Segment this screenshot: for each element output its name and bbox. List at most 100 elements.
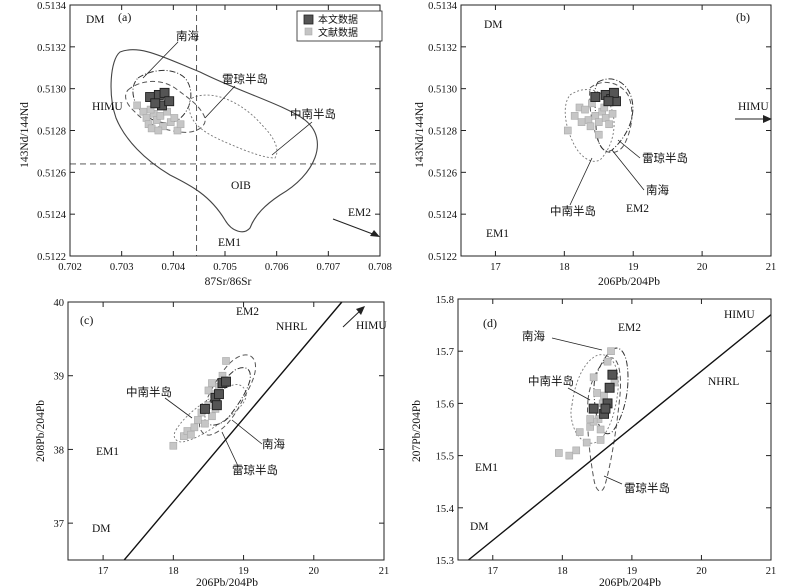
y-tick-label: 15.8 bbox=[436, 295, 454, 306]
leiqiong-field bbox=[199, 354, 257, 436]
y-tick-label: 40 bbox=[54, 298, 65, 309]
x-tick-label: 0.706 bbox=[265, 262, 289, 273]
y-tick-label: 15.5 bbox=[436, 452, 454, 463]
field-label-leiqiong: 雷琼半岛 bbox=[624, 481, 670, 495]
literature-data-point bbox=[204, 386, 213, 395]
this-study-data-point bbox=[600, 403, 611, 414]
panel-c-ylabel: 208Pb/204Pb bbox=[35, 400, 47, 462]
field-label-south-china-sea: 南海 bbox=[176, 29, 199, 43]
literature-data-point bbox=[194, 416, 202, 424]
literature-data-point bbox=[187, 430, 195, 439]
region-label-dm: DM bbox=[92, 523, 111, 535]
literature-data-point bbox=[208, 379, 216, 387]
x-tick-label: 0.705 bbox=[213, 262, 237, 273]
legend-label-literature: 文献数据 bbox=[318, 26, 358, 39]
literature-data-point bbox=[581, 105, 589, 114]
y-tick-label: 38 bbox=[54, 445, 65, 456]
region-label-dm: DM bbox=[86, 14, 105, 26]
region-label-em2: EM2 bbox=[348, 207, 371, 219]
region-label-em2: EM2 bbox=[626, 203, 649, 215]
x-tick-label: 17 bbox=[98, 566, 109, 577]
literature-data-point bbox=[608, 109, 617, 118]
indochina-field bbox=[188, 94, 278, 159]
x-tick-label: 21 bbox=[766, 566, 777, 577]
x-tick-label: 18 bbox=[557, 566, 568, 577]
literature-data-point bbox=[147, 124, 156, 133]
this-study-data-point bbox=[588, 403, 599, 414]
legend-marker-this-study bbox=[303, 14, 314, 25]
leader-leiqiong bbox=[221, 431, 239, 467]
literature-data-point bbox=[596, 436, 605, 444]
field-label-leiqiong: 雷琼半岛 bbox=[232, 463, 278, 477]
literature-data-point bbox=[176, 120, 185, 129]
field-label-leiqiong: 雷琼半岛 bbox=[642, 151, 688, 165]
y-tick-label: 15.4 bbox=[436, 504, 455, 515]
region-label-himu: HIMU bbox=[92, 101, 123, 113]
field-label-indochina: 中南半岛 bbox=[550, 204, 596, 218]
literature-data-point bbox=[563, 126, 572, 135]
literature-data-point bbox=[163, 107, 171, 116]
nhrl-line bbox=[467, 314, 772, 561]
south-china-sea-field bbox=[132, 70, 192, 124]
literature-data-point bbox=[591, 112, 600, 120]
panel-b-xlabel: 206Pb/204Pb bbox=[598, 276, 660, 288]
literature-data-point bbox=[586, 415, 594, 423]
plot-frame bbox=[457, 298, 772, 561]
y-tick-label: 0.5128 bbox=[428, 127, 457, 138]
panel-a-reference-lines bbox=[70, 5, 380, 256]
this-study-data-point bbox=[150, 98, 161, 109]
legend-marker-literature bbox=[304, 27, 313, 36]
literature-data-point bbox=[605, 120, 613, 129]
leader-indochina bbox=[567, 387, 591, 401]
this-study-data-point bbox=[603, 96, 614, 107]
region-label-dm: DM bbox=[470, 521, 489, 533]
x-tick-label: 0.708 bbox=[368, 262, 392, 273]
literature-data-point bbox=[594, 118, 603, 126]
literature-data-point bbox=[570, 112, 579, 120]
leader-south-china-sea bbox=[551, 337, 603, 351]
panel-c: 17 18 19 20 21 37 38 39 40 (c) EM2 NHRL HIMU EM1… bbox=[35, 298, 389, 588]
panel-d-ylabel: 207Pb/204Pb bbox=[411, 400, 423, 462]
literature-data-point bbox=[201, 419, 209, 428]
region-label-em2: EM2 bbox=[236, 306, 259, 318]
plot-frame bbox=[460, 4, 772, 257]
literature-data-point bbox=[156, 112, 165, 120]
y-tick-label: 0.5130 bbox=[37, 85, 66, 96]
y-tick-label: 0.5122 bbox=[37, 252, 66, 263]
panel-b: 17 18 19 20 21 0.5122 0.5124 0.5126 0.5128 0.5130… bbox=[414, 1, 776, 288]
literature-data-point bbox=[601, 114, 610, 122]
this-study-data-point bbox=[590, 92, 601, 102]
literature-data-point bbox=[594, 130, 603, 139]
x-tick-label: 17 bbox=[490, 262, 501, 273]
this-study-data-point bbox=[607, 369, 618, 380]
x-tick-label: 0.707 bbox=[317, 262, 341, 273]
y-tick-label: 0.5128 bbox=[37, 127, 66, 138]
x-tick-label: 0.703 bbox=[110, 262, 134, 273]
field-label-indochina: 中南半岛 bbox=[528, 374, 574, 388]
panel-a-points bbox=[133, 87, 185, 135]
y-tick-label: 0.5132 bbox=[37, 43, 66, 54]
leader-leiqiong bbox=[603, 475, 623, 485]
panel-d: 17 18 19 20 21 15.3 15.4 15.5 15.6 15.7 15.8 (d) H… bbox=[411, 295, 776, 588]
x-tick-label: 19 bbox=[238, 566, 249, 577]
field-label-south-china-sea: 南海 bbox=[646, 183, 669, 197]
literature-data-point bbox=[586, 122, 595, 131]
y-tick-label: 15.7 bbox=[436, 347, 454, 358]
this-study-data-point bbox=[164, 96, 175, 107]
panel-a-xlabel: 87Sr/86Sr bbox=[205, 276, 252, 288]
x-tick-label: 0.704 bbox=[162, 262, 186, 273]
em2-arrow-line bbox=[332, 218, 379, 237]
y-tick-label: 0.5134 bbox=[428, 1, 458, 12]
panel-a-ylabel: 143Nd/144Nd bbox=[19, 102, 31, 168]
literature-data-point bbox=[582, 438, 591, 447]
panel-b-label: (b) bbox=[736, 10, 750, 24]
literature-data-point bbox=[577, 118, 586, 126]
y-tick-label: 0.5132 bbox=[428, 43, 457, 54]
em2-arrow-head bbox=[370, 230, 380, 237]
leader-south-china-sea bbox=[231, 419, 263, 445]
region-label-em1: EM1 bbox=[218, 237, 241, 249]
region-label-em2: EM2 bbox=[618, 322, 641, 334]
y-tick-label: 39 bbox=[54, 372, 65, 383]
field-label-south-china-sea: 南海 bbox=[262, 437, 285, 451]
leader-indochina bbox=[164, 397, 193, 419]
